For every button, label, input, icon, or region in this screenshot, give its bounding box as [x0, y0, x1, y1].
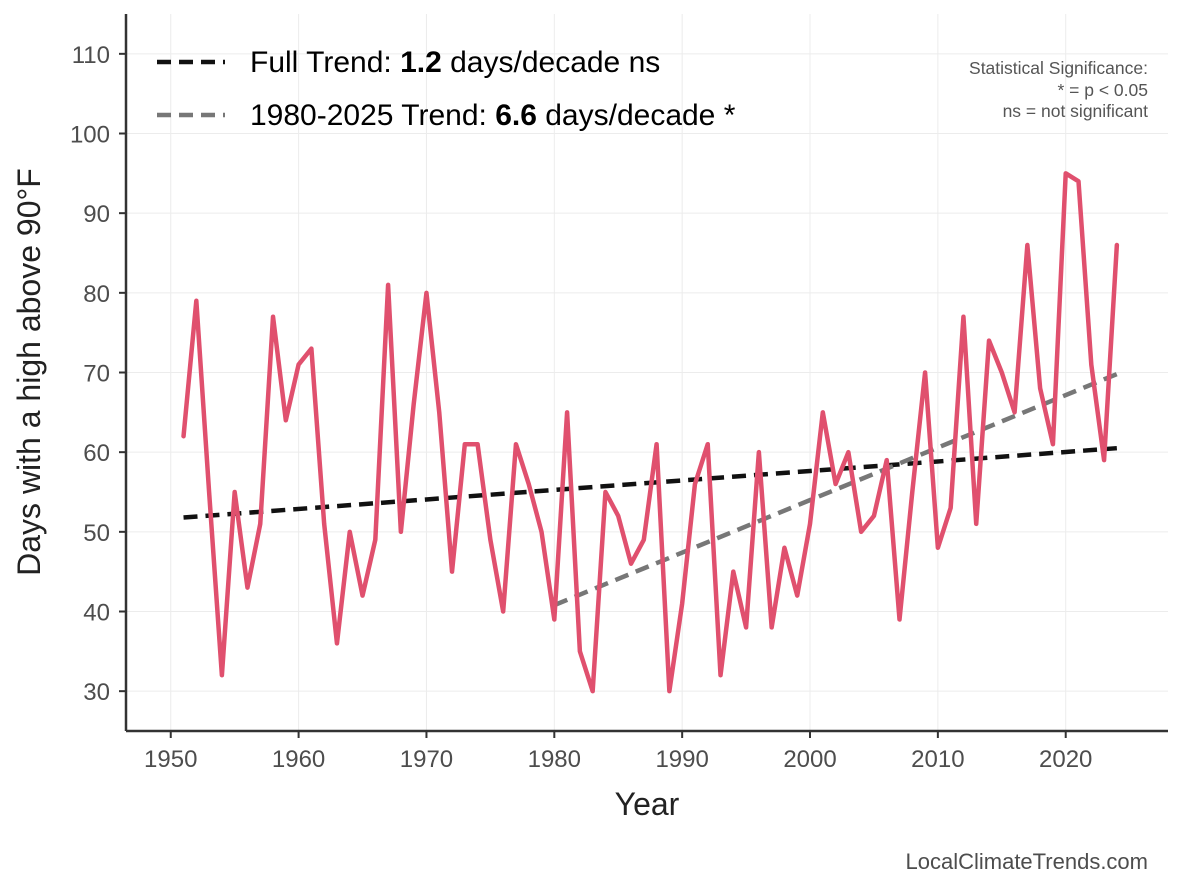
x-tick-label: 2010: [911, 746, 964, 773]
y-tick-label: 70: [83, 361, 110, 388]
x-tick-label: 1980: [528, 746, 581, 773]
legend-label-full-trend: Full Trend: 1.2 days/decade ns: [250, 46, 660, 79]
x-tick-label: 2020: [1039, 746, 1092, 773]
y-tick-label: 110: [72, 42, 110, 69]
grid: [126, 14, 1168, 731]
x-tick-label: 1990: [655, 746, 708, 773]
x-tick-label: 1950: [144, 746, 197, 773]
ticks: 1950 1960 1970 1980 1990 2000 2010 2020 30 40 50 60…: [70, 42, 1092, 773]
y-axis-title: Days with a high above 90°F: [11, 168, 47, 576]
y-tick-label: 80: [83, 281, 110, 308]
significance-star: * = p < 0.05: [1058, 80, 1149, 100]
series-line: [181, 171, 1120, 694]
y-tick-label: 90: [83, 201, 110, 228]
x-tick-label: 2000: [783, 746, 836, 773]
y-tick-label: 60: [83, 440, 110, 467]
y-tick-label: 100: [70, 122, 110, 149]
x-tick-label: 1970: [400, 746, 453, 773]
x-tick-label: 1960: [272, 746, 325, 773]
legend: Full Trend: 1.2 days/decade ns 1980-2025…: [157, 46, 736, 132]
significance-note: Statistical Significance: * = p < 0.05 n…: [969, 58, 1148, 121]
x-axis-title: Year: [615, 786, 680, 822]
y-tick-label: 50: [83, 520, 110, 547]
y-tick-label: 40: [83, 600, 110, 627]
significance-ns: ns = not significant: [1003, 101, 1149, 121]
significance-title: Statistical Significance:: [969, 58, 1148, 78]
credit-text: LocalClimateTrends.com: [906, 849, 1149, 874]
y-tick-label: 30: [83, 679, 110, 706]
legend-label-1980-trend: 1980-2025 Trend: 6.6 days/decade *: [250, 99, 736, 132]
recent-trend-line: [553, 372, 1118, 608]
series-lines: [181, 171, 1120, 694]
